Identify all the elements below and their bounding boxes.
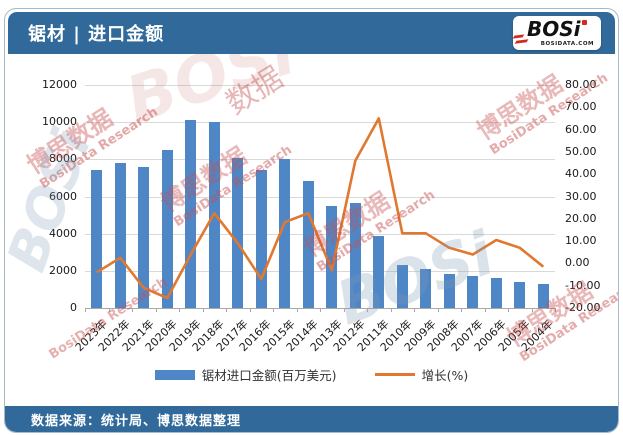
gridline: [85, 196, 555, 198]
x-axis-tick-mark: [437, 308, 439, 312]
footer: 数据来源：统计局、博思数据整理: [5, 406, 618, 432]
bar: [138, 166, 150, 308]
legend-bar-label: 锯材进口金额(百万美元): [201, 368, 337, 383]
bar: [490, 278, 502, 308]
gridline: [85, 159, 555, 161]
header: 锯材 | 进口金额 BOSi BOSIDATA.COM: [8, 12, 615, 54]
bar: [185, 120, 197, 308]
legend-item-import-amount: 锯材进口金额(百万美元): [154, 365, 337, 384]
y-axis-tick-label-left: 8000: [49, 152, 77, 166]
x-axis-tick-mark: [85, 308, 86, 312]
bar: [537, 283, 549, 308]
bar: [279, 159, 291, 308]
x-axis-tick-mark: [367, 308, 368, 312]
y-axis-tick-label-right: -10.00: [565, 278, 601, 292]
x-axis-tick-mark: [108, 308, 110, 312]
x-axis-tick-mark: [343, 308, 345, 312]
x-axis-tick-mark: [508, 308, 509, 312]
y-axis-tick-label-right: 60.00: [565, 122, 597, 136]
y-axis-tick-label-left: 0: [70, 301, 77, 314]
x-axis-tick-mark: [484, 308, 486, 312]
bar: [349, 203, 361, 308]
x-axis-tick-mark: [320, 308, 321, 312]
logo-subtext: BOSIDATA.COM: [540, 41, 594, 47]
x-axis-tick-mark: [249, 308, 251, 312]
y-axis-tick-label-right: 10.00: [565, 234, 597, 248]
bar: [420, 268, 432, 308]
x-axis-tick-mark: [202, 308, 204, 312]
bar: [373, 236, 385, 308]
gridline: [85, 122, 555, 124]
x-axis-tick-mark: [531, 308, 533, 312]
logo-dot-icon: [582, 20, 587, 25]
y-axis-tick-label-left: 2000: [49, 263, 77, 277]
y-axis-tick-label-right: 80.00: [565, 78, 597, 91]
logo-text: BOSi: [527, 17, 581, 41]
legend: 锯材进口金额(百万美元) 增长(%): [5, 365, 618, 384]
x-axis-tick-mark: [155, 308, 157, 312]
y-axis-tick-label-left: 12000: [42, 78, 77, 91]
bar: [161, 150, 173, 308]
bar: [443, 273, 455, 308]
legend-line-swatch: [374, 372, 415, 377]
x-axis-tick-mark: [296, 308, 298, 312]
x-axis-tick-mark: [555, 308, 556, 312]
y-axis-tick-label-right: 30.00: [565, 189, 597, 203]
gridline: [85, 85, 555, 86]
y-axis-tick-label-right: 70.00: [565, 100, 597, 114]
y-axis-tick-label-right: 20.00: [565, 211, 597, 225]
bar: [467, 276, 479, 308]
chart-card: 锯材 | 进口金额 BOSi BOSIDATA.COM BOSi 数据 博思数据…: [4, 8, 619, 433]
page-title: 锯材 | 进口金额: [28, 24, 165, 45]
bar: [326, 205, 338, 308]
y-axis-tick-label-left: 10000: [42, 115, 77, 129]
chart-area: BOSi 数据 博思数据 BosiData Research 博思数据 Bosi…: [5, 54, 618, 406]
bosi-logo: BOSi BOSIDATA.COM: [512, 16, 601, 50]
gridline: [85, 233, 555, 235]
x-axis-tick-mark: [414, 308, 415, 312]
x-axis-tick-mark: [132, 308, 133, 312]
bar: [514, 281, 526, 308]
legend-item-growth: 增长(%): [374, 365, 469, 384]
bar: [114, 163, 126, 308]
growth-line-chart: [96, 117, 545, 300]
y-axis-tick-label-right: 0.00: [565, 256, 590, 270]
legend-line-label: 增长(%): [421, 368, 469, 383]
x-axis-tick-mark: [226, 308, 227, 312]
y-axis-tick-label-left: 6000: [49, 189, 77, 203]
bar: [302, 180, 314, 308]
x-axis-tick-mark: [461, 308, 462, 312]
gridline: [85, 270, 555, 272]
x-axis-tick-mark: [179, 308, 180, 312]
logo-stripe-icon: [512, 34, 525, 39]
legend-bar-swatch: [154, 369, 195, 380]
data-source-label: 数据来源：统计局、博思数据整理: [31, 413, 242, 429]
bar: [255, 169, 267, 308]
x-axis-tick-mark: [273, 308, 274, 312]
y-axis-tick-label-right: 50.00: [565, 144, 597, 158]
y-axis-tick-label-right: -20.00: [565, 301, 601, 314]
bar: [232, 158, 244, 308]
bar: [91, 169, 103, 308]
x-axis-tick-mark: [390, 308, 392, 312]
y-axis-tick-label-right: 40.00: [565, 167, 597, 181]
growth-line: [96, 117, 545, 300]
bar: [396, 264, 408, 308]
y-axis-tick-label-left: 4000: [49, 226, 77, 240]
